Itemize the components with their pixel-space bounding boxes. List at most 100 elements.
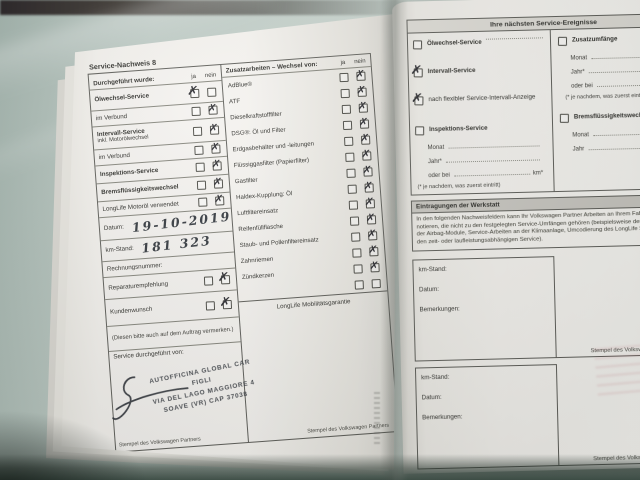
checkbox-nein: ✗ <box>359 130 371 145</box>
list-item: ✗ Intervall-Service <box>409 62 476 80</box>
next-service-table: Ihre nächsten Service-Ereignisse Ölwechs… <box>406 12 640 196</box>
note-text: (Diesen bitte auch auf dem Auftrag verme… <box>111 327 234 342</box>
desk-corner-shadow <box>0 410 150 480</box>
checkbox: ✗ <box>410 90 424 108</box>
checkbox-ja <box>345 152 355 162</box>
checkbox-nein: ✗ <box>207 101 218 115</box>
checkbox-ja <box>346 168 356 178</box>
row-label: Kundenwunsch <box>109 306 153 317</box>
list-item: Bremsflüssigkeitswechsel Monat Jahr <box>559 106 640 153</box>
checkbox-ja <box>191 106 201 117</box>
dotted-line <box>588 70 640 74</box>
check-mark: ✗ <box>209 140 221 154</box>
dotted-line <box>588 147 640 151</box>
next-service-left-column: Ölwechsel-Service ✗ Intervall-Service ✗ … <box>407 30 555 195</box>
checkbox-ja <box>192 126 203 136</box>
checkbox-nein <box>207 87 217 97</box>
checkbox-nein: ✗ <box>356 82 367 97</box>
checkbox <box>559 113 569 123</box>
checkbox-nein: ✗ <box>217 270 231 286</box>
checkbox <box>415 126 425 136</box>
service-record-table: Durchgeführt wurde: ja nein Ölwechsel-Se… <box>87 52 396 453</box>
checkbox-nein: ✗ <box>212 175 224 189</box>
checkbox-nein: ✗ <box>210 140 221 154</box>
dotted-line <box>596 84 640 88</box>
dotted-line <box>453 173 530 177</box>
date-label: Datum: <box>418 286 440 294</box>
check-mark: ✗ <box>213 192 224 206</box>
km-label: km-Stand: <box>418 265 447 274</box>
checkbox-nein: ✗ <box>211 157 222 171</box>
footnote: (* je nachdem, was zuerst eintritt) <box>417 182 501 191</box>
check-mark: ✗ <box>186 83 199 99</box>
checkbox-nein: ✗ <box>365 210 377 225</box>
checkbox-ja <box>203 276 214 286</box>
left-page: Service-Nachweis 8 Durchgeführt wurde: j… <box>61 13 396 470</box>
row-label: Intervall-Service inkl. Motorölwechsel <box>97 125 190 145</box>
checkbox-nein: ✗ <box>361 162 373 177</box>
entry-fields: km-Stand: Datum: Bemerkungen: <box>412 256 557 362</box>
check-mark: ✗ <box>208 120 219 135</box>
spine-part-number <box>374 392 380 446</box>
checkbox-ja <box>196 180 207 190</box>
checkbox-nein: ✗ <box>364 194 375 209</box>
ja-column-header: ja <box>340 59 346 67</box>
checkbox-ja <box>352 247 362 258</box>
checkbox-ja <box>349 215 360 226</box>
checkbox-ja <box>339 72 349 82</box>
checkbox-ja <box>342 120 353 130</box>
km-label: km-Stand: <box>421 373 450 382</box>
checkbox <box>413 40 423 50</box>
checkbox-nein: ✗ <box>208 121 220 135</box>
checkbox-ja <box>348 199 359 210</box>
checkbox-ja: ✗ <box>187 83 200 99</box>
nein-column-header: nein <box>204 72 217 80</box>
workshop-entry-block: km-Stand: Datum: Bemerkungen: Stempel de… <box>412 253 640 362</box>
check-mark: ✗ <box>207 101 218 116</box>
row-label: Bremsflüssigkeitswechsel <box>101 183 179 197</box>
footnote: (* je nachdem, was zuerst eintritt) <box>565 92 640 101</box>
remarks-label: Bemerkungen: <box>419 305 460 314</box>
date-label: Datum: <box>421 394 442 402</box>
checkbox-ja <box>351 231 361 242</box>
check-mark: ✗ <box>217 269 230 286</box>
list-item: ✗ nach flexibler Service-Intervall-Anzei… <box>410 90 536 108</box>
checkbox-nein: ✗ <box>368 258 380 273</box>
checkbox-nein: ✗ <box>219 294 233 310</box>
workshop-entries-section: Eintragungen der Werkstatt In den folgen… <box>410 193 640 252</box>
check-mark: ✗ <box>219 294 232 311</box>
check-mark: ✗ <box>211 157 222 171</box>
checkbox-ja <box>354 279 364 290</box>
checkbox-nein: ✗ <box>354 66 366 81</box>
checkbox <box>557 36 568 46</box>
list-item: Inspektions-Service Monat Jahr* oder bei… <box>410 118 554 190</box>
check-mark: ✗ <box>212 175 223 189</box>
dotted-line <box>485 37 543 40</box>
checkbox-nein <box>371 278 381 288</box>
stamp-area: Stempel des Volkswagen Partners <box>554 253 640 359</box>
checkbox-ja <box>205 300 216 311</box>
section-text: In den folgenden Nachweisfeldern kann Ih… <box>416 210 640 246</box>
nein-column-header: nein <box>354 58 366 66</box>
checkbox-ja <box>353 263 363 274</box>
row-label: Inspektions-Service <box>99 166 159 179</box>
right-page: Ihre nächsten Service-Ereignisse Ölwechs… <box>392 0 640 474</box>
remarks-label: Bemerkungen: <box>422 413 463 422</box>
bleed-through-stamp <box>593 343 640 403</box>
checkbox: ✗ <box>409 62 423 80</box>
row-label: Reparaturempfehlung <box>108 280 169 292</box>
checkbox-ja <box>344 136 354 146</box>
checkbox-ja <box>341 104 352 114</box>
ja-column-header: ja <box>191 73 197 81</box>
row-label: Ölwechsel-Service <box>94 92 150 104</box>
handwritten-km: 181 323 <box>140 232 213 256</box>
checkbox-nein: ✗ <box>360 146 372 161</box>
checkbox-ja <box>194 145 204 155</box>
list-item: Ölwechsel-Service <box>408 32 551 63</box>
checkbox-ja <box>347 184 357 194</box>
checkbox-nein: ✗ <box>363 178 374 193</box>
dotted-line <box>593 133 640 137</box>
